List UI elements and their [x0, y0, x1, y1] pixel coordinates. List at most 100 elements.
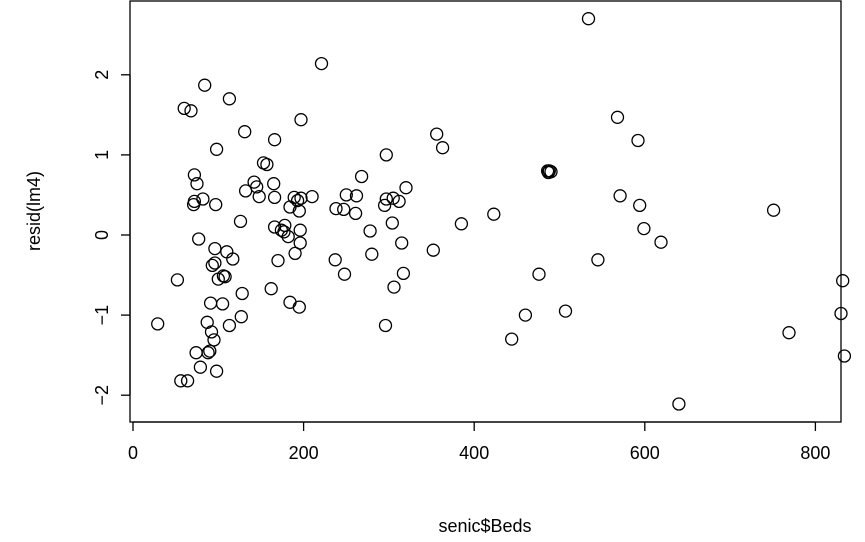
data-point	[399, 181, 413, 195]
x-tick-label: 0	[128, 443, 138, 463]
data-point	[637, 221, 651, 236]
data-point	[209, 197, 223, 212]
data-point	[250, 180, 264, 194]
x-axis: 0 200 400 600 800	[128, 421, 830, 463]
data-point	[233, 214, 248, 229]
data-point	[387, 280, 401, 294]
x-tick-label: 800	[800, 443, 830, 463]
data-point	[264, 282, 278, 296]
data-point	[267, 133, 282, 147]
data-point	[293, 236, 307, 250]
data-point	[235, 286, 249, 301]
data-point	[189, 346, 203, 360]
y-axis-label: resid(lm4)	[24, 171, 44, 251]
data-point	[314, 56, 329, 71]
data-point	[204, 325, 219, 339]
data-point	[349, 189, 364, 203]
data-point	[267, 190, 282, 205]
y-tick-label: −1	[92, 305, 112, 326]
data-point	[610, 110, 625, 124]
data-point	[558, 304, 573, 318]
data-point	[222, 92, 237, 106]
data-point	[277, 225, 291, 239]
data-point	[377, 198, 392, 213]
data-point	[267, 177, 281, 191]
data-point	[209, 364, 224, 378]
data-point	[613, 189, 627, 203]
data-point	[203, 344, 217, 358]
data-point	[208, 256, 222, 270]
data-point	[365, 247, 379, 261]
data-point	[198, 78, 212, 92]
data-point	[207, 333, 221, 347]
data-point	[305, 189, 319, 204]
x-tick-label: 200	[289, 443, 319, 463]
data-point	[287, 190, 301, 205]
data-point	[252, 189, 266, 204]
data-point	[426, 243, 440, 257]
data-point	[170, 273, 185, 287]
data-point	[196, 192, 210, 206]
data-point	[454, 217, 469, 231]
data-point	[354, 169, 369, 184]
data-point	[544, 165, 558, 179]
data-point	[292, 300, 306, 314]
data-point	[435, 141, 450, 155]
data-point	[294, 113, 308, 127]
data-point	[205, 258, 219, 273]
data-point	[218, 270, 232, 284]
data-point	[329, 201, 343, 216]
data-point	[836, 274, 850, 288]
data-point	[337, 267, 352, 281]
y-axis: −2 −1 0 1 2	[92, 70, 131, 406]
data-point	[834, 306, 848, 321]
data-point	[222, 318, 237, 333]
data-point	[283, 295, 297, 309]
data-point	[294, 191, 308, 205]
data-point	[631, 133, 645, 148]
data-point	[633, 198, 647, 213]
data-point	[187, 168, 202, 182]
data-point	[766, 203, 781, 217]
data-point	[208, 241, 222, 256]
data-point	[378, 318, 393, 333]
data-point	[184, 104, 198, 118]
data-point	[837, 349, 852, 363]
data-point	[174, 374, 188, 388]
data-point	[379, 192, 393, 206]
data-point	[337, 202, 351, 217]
data-point	[190, 177, 204, 191]
data-point	[505, 332, 519, 346]
data-point	[290, 193, 305, 208]
data-point	[581, 12, 596, 26]
data-point	[215, 297, 230, 311]
data-point	[234, 310, 248, 324]
x-tick-label: 400	[459, 443, 489, 463]
x-axis-label: senic$Beds	[438, 516, 531, 536]
data-point	[392, 194, 406, 209]
data-point	[151, 317, 165, 331]
data-point	[782, 326, 796, 340]
data-point	[348, 206, 363, 221]
data-point	[672, 397, 686, 411]
data-point	[430, 127, 444, 141]
data-point	[288, 246, 302, 261]
data-point	[654, 235, 668, 249]
data-point	[396, 266, 411, 281]
y-tick-label: −2	[92, 385, 112, 406]
data-point	[591, 253, 605, 267]
data-point	[260, 157, 274, 172]
data-point	[292, 204, 306, 218]
data-point	[281, 229, 295, 244]
data-point	[226, 252, 240, 266]
y-tick-label: 0	[92, 230, 112, 240]
data-point	[177, 101, 191, 116]
data-point	[201, 346, 215, 360]
data-point	[363, 224, 377, 238]
data-point	[328, 253, 342, 267]
data-points	[151, 12, 852, 411]
data-point	[487, 207, 501, 221]
data-point	[271, 253, 285, 268]
data-point	[180, 374, 195, 388]
data-point	[395, 236, 409, 250]
